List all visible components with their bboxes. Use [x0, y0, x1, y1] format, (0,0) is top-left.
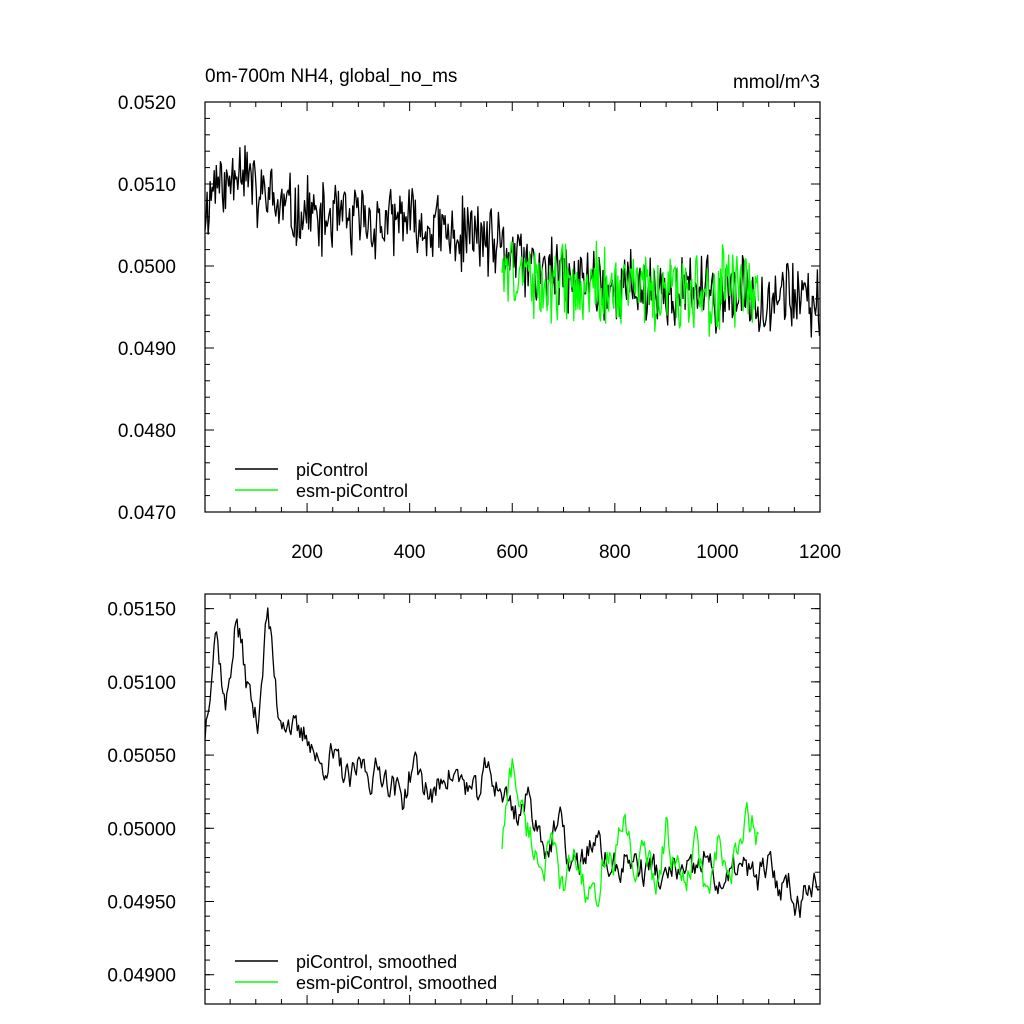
top-y-tick-label: 0.0510: [118, 175, 176, 196]
top-x-tick-label: 800: [599, 542, 631, 563]
top-x-tick-label: 400: [394, 542, 426, 563]
top-legend: piControl esm-piControl: [235, 460, 408, 501]
top-x-tick-label: 1200: [799, 542, 841, 563]
top-x-tick-label: 200: [291, 542, 323, 563]
bottom-y-tick-label: 0.04950: [107, 893, 176, 914]
bottom-series-line-picontrol: [204, 607, 820, 919]
top-series-line-esm-picontrol: [501, 240, 760, 337]
top-x-tick-label: 600: [496, 542, 528, 563]
bottom-series-line-esm-picontrol: [501, 758, 759, 908]
legend-label-picontrol: piControl: [296, 460, 368, 480]
top-y-tick-label: 0.0520: [118, 93, 176, 114]
top-panel: 0m-700m NH4, global_no_ms mmol/m^3 200 40…: [118, 66, 841, 563]
bottom-y-tick-label: 0.05050: [107, 746, 176, 767]
bottom-axis-ticks: 0.04900 0.04950 0.05000 0.05050 0.05100 0.051…: [107, 593, 821, 1005]
legend-label-picontrol-smoothed: piControl, smoothed: [296, 952, 457, 972]
top-plot-lines: [204, 145, 821, 338]
top-y-tick-label: 0.0490: [118, 339, 176, 360]
bottom-plot-lines: [204, 607, 820, 919]
top-y-tick-label: 0.0470: [118, 503, 176, 524]
top-axis-ticks: 200 400 600 800 1000 1200 0.0470 0.0480 0.0490 0.…: [118, 93, 841, 563]
legend-label-esm-picontrol-smoothed: esm-piControl, smoothed: [296, 973, 497, 993]
bottom-y-tick-label: 0.04900: [107, 966, 176, 987]
chart-title: 0m-700m NH4, global_no_ms: [205, 66, 457, 87]
top-series-line-picontrol: [204, 145, 821, 338]
bottom-panel: 0.04900 0.04950 0.05000 0.05050 0.05100 0.051…: [107, 593, 821, 1005]
bottom-plot-frame: [204, 593, 821, 1005]
bottom-y-tick-label: 0.05100: [107, 673, 176, 694]
legend-label-esm-picontrol: esm-piControl: [296, 481, 408, 501]
top-y-tick-label: 0.0480: [118, 421, 176, 442]
bottom-legend: piControl, smoothed esm-piControl, smoot…: [235, 952, 497, 993]
bottom-y-tick-label: 0.05000: [107, 819, 176, 840]
bottom-y-tick-label: 0.05150: [107, 600, 176, 621]
top-y-tick-label: 0.0500: [118, 257, 176, 278]
units-label: mmol/m^3: [733, 72, 820, 93]
top-plot-frame: [204, 101, 821, 513]
top-x-tick-label: 1000: [696, 542, 738, 563]
